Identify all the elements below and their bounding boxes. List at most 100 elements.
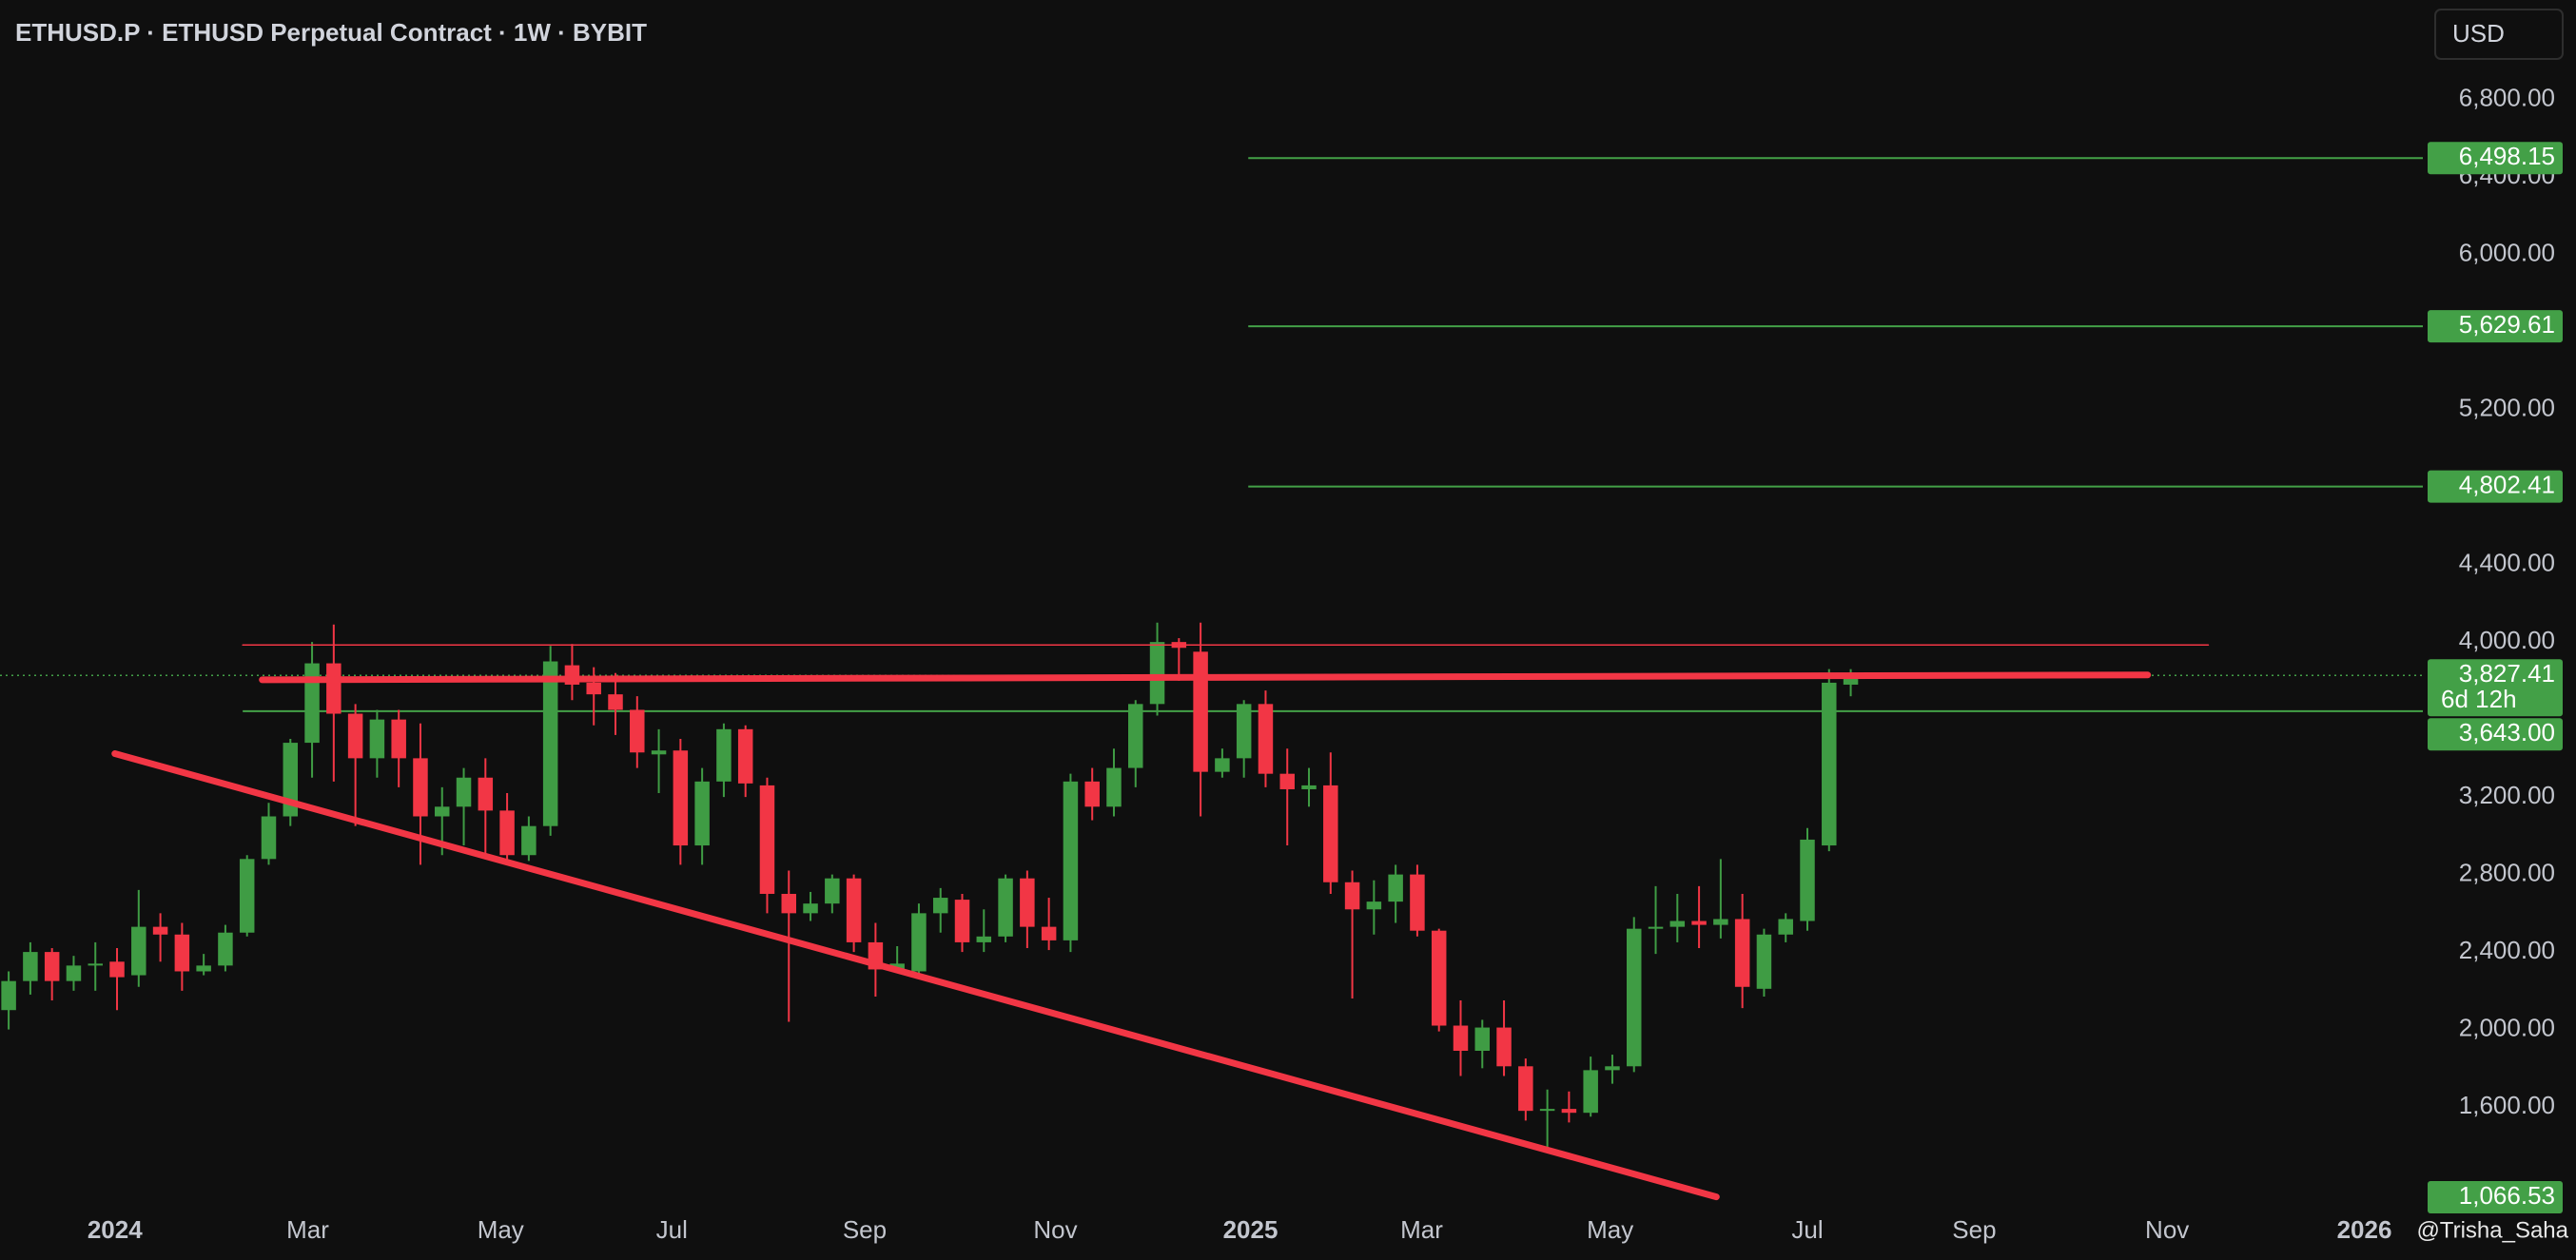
candle-body [44, 952, 60, 981]
price-label-box [2428, 310, 2563, 343]
candle-body [759, 785, 775, 894]
candle-body [23, 952, 38, 981]
y-tick-label: 6,800.00 [2459, 84, 2555, 112]
candle-body [152, 926, 168, 935]
candle-body [1843, 675, 1859, 685]
candle-body [521, 825, 537, 856]
candle-body [1561, 1109, 1577, 1114]
candle-body [1106, 767, 1122, 807]
candle-body [1518, 1066, 1533, 1112]
candle-body [261, 816, 277, 860]
candle-body [825, 878, 840, 904]
currency-button-box[interactable] [2434, 9, 2564, 60]
y-tick-label: 2,400.00 [2459, 936, 2555, 964]
y-tick-label: 1,600.00 [2459, 1091, 2555, 1119]
drawing-line [111, 749, 1720, 1201]
candle-body [954, 900, 970, 942]
candle-body [1691, 921, 1707, 925]
candle-body [1800, 839, 1815, 921]
x-tick-label: Jul [1791, 1215, 1823, 1244]
price-label: 6,498.15 [2459, 142, 2555, 170]
candle-body [66, 965, 82, 981]
y-tick-label: 4,400.00 [2459, 549, 2555, 577]
candle-body [456, 777, 472, 807]
candle-body [1323, 785, 1338, 882]
candle-body [608, 694, 623, 710]
x-tick-label: Jul [656, 1215, 688, 1244]
candle-body [326, 663, 342, 714]
candle-body [1496, 1027, 1512, 1067]
x-tick-label: Sep [843, 1215, 887, 1244]
candle-body [174, 934, 190, 972]
candle-body [218, 932, 233, 966]
candle-body [1431, 930, 1447, 1026]
candle-body [1301, 785, 1317, 789]
price-label-box [2428, 1181, 2563, 1213]
y-tick-label: 4,000.00 [2459, 626, 2555, 654]
candle-body [932, 898, 948, 914]
x-tick-label: 2026 [2337, 1215, 2392, 1244]
candle-body [586, 682, 601, 695]
candle-body [1193, 651, 1208, 772]
candle-body [435, 806, 450, 817]
candle-body [1020, 878, 1035, 927]
candle-body [1648, 926, 1664, 929]
price-countdown: 6d 12h [2441, 685, 2517, 713]
x-tick-label: Mar [286, 1215, 329, 1244]
candle-body [1128, 704, 1143, 768]
candle-body [1063, 781, 1079, 940]
candle-body [391, 719, 406, 759]
drawing-line [259, 671, 2152, 684]
candle-body [846, 878, 862, 942]
plot-area [0, 157, 2423, 1201]
y-tick-label: 5,200.00 [2459, 394, 2555, 422]
candle-body [976, 936, 992, 942]
candle-body [478, 777, 494, 811]
candle-body [1539, 1109, 1555, 1112]
candle-body [239, 859, 255, 933]
candle-body [1258, 704, 1274, 774]
candle-body [1778, 919, 1793, 935]
candle-body [1215, 758, 1230, 772]
candle-body [651, 750, 667, 755]
x-tick-label: Nov [1033, 1215, 1077, 1244]
candle-body [889, 963, 905, 970]
price-label: 4,802.41 [2459, 471, 2555, 499]
candle-body [1344, 882, 1360, 910]
candle-body [369, 719, 385, 759]
candle-body [304, 663, 320, 744]
candle-body [1605, 1066, 1620, 1071]
price-label: 3,643.00 [2459, 718, 2555, 746]
watermark: @Trisha_Saha [2416, 1217, 2568, 1243]
candle-body [781, 893, 797, 914]
x-tick-label: May [1587, 1215, 1633, 1244]
candle-body [1388, 874, 1403, 902]
currency-button[interactable]: USD [2452, 19, 2505, 48]
candle-body [542, 661, 558, 826]
x-tick-label: 2025 [1223, 1215, 1278, 1244]
candle-body [998, 878, 1013, 937]
candle-body [1149, 642, 1165, 705]
price-label-box [2428, 718, 2563, 751]
y-tick-label: 2,800.00 [2459, 858, 2555, 886]
candle-body [1084, 781, 1100, 807]
candle-body [1822, 682, 1837, 846]
y-tick-label: 6,000.00 [2459, 239, 2555, 267]
candle-body [803, 903, 818, 914]
candle-body [716, 728, 732, 782]
candle-body [1583, 1070, 1598, 1114]
x-tick-label: 2024 [88, 1215, 143, 1244]
candle-body [1041, 926, 1057, 940]
candle-body [1474, 1027, 1491, 1052]
candle-body [1756, 934, 1772, 989]
x-tick-label: Mar [1400, 1215, 1443, 1244]
x-tick-label: Sep [1952, 1215, 1996, 1244]
price-label: 5,629.61 [2459, 310, 2555, 339]
price-label-box [2428, 142, 2563, 175]
x-tick-label: May [478, 1215, 524, 1244]
y-tick-label: 2,000.00 [2459, 1013, 2555, 1041]
price-label: 3,827.41 [2459, 659, 2555, 688]
price-label-box [2428, 470, 2563, 503]
